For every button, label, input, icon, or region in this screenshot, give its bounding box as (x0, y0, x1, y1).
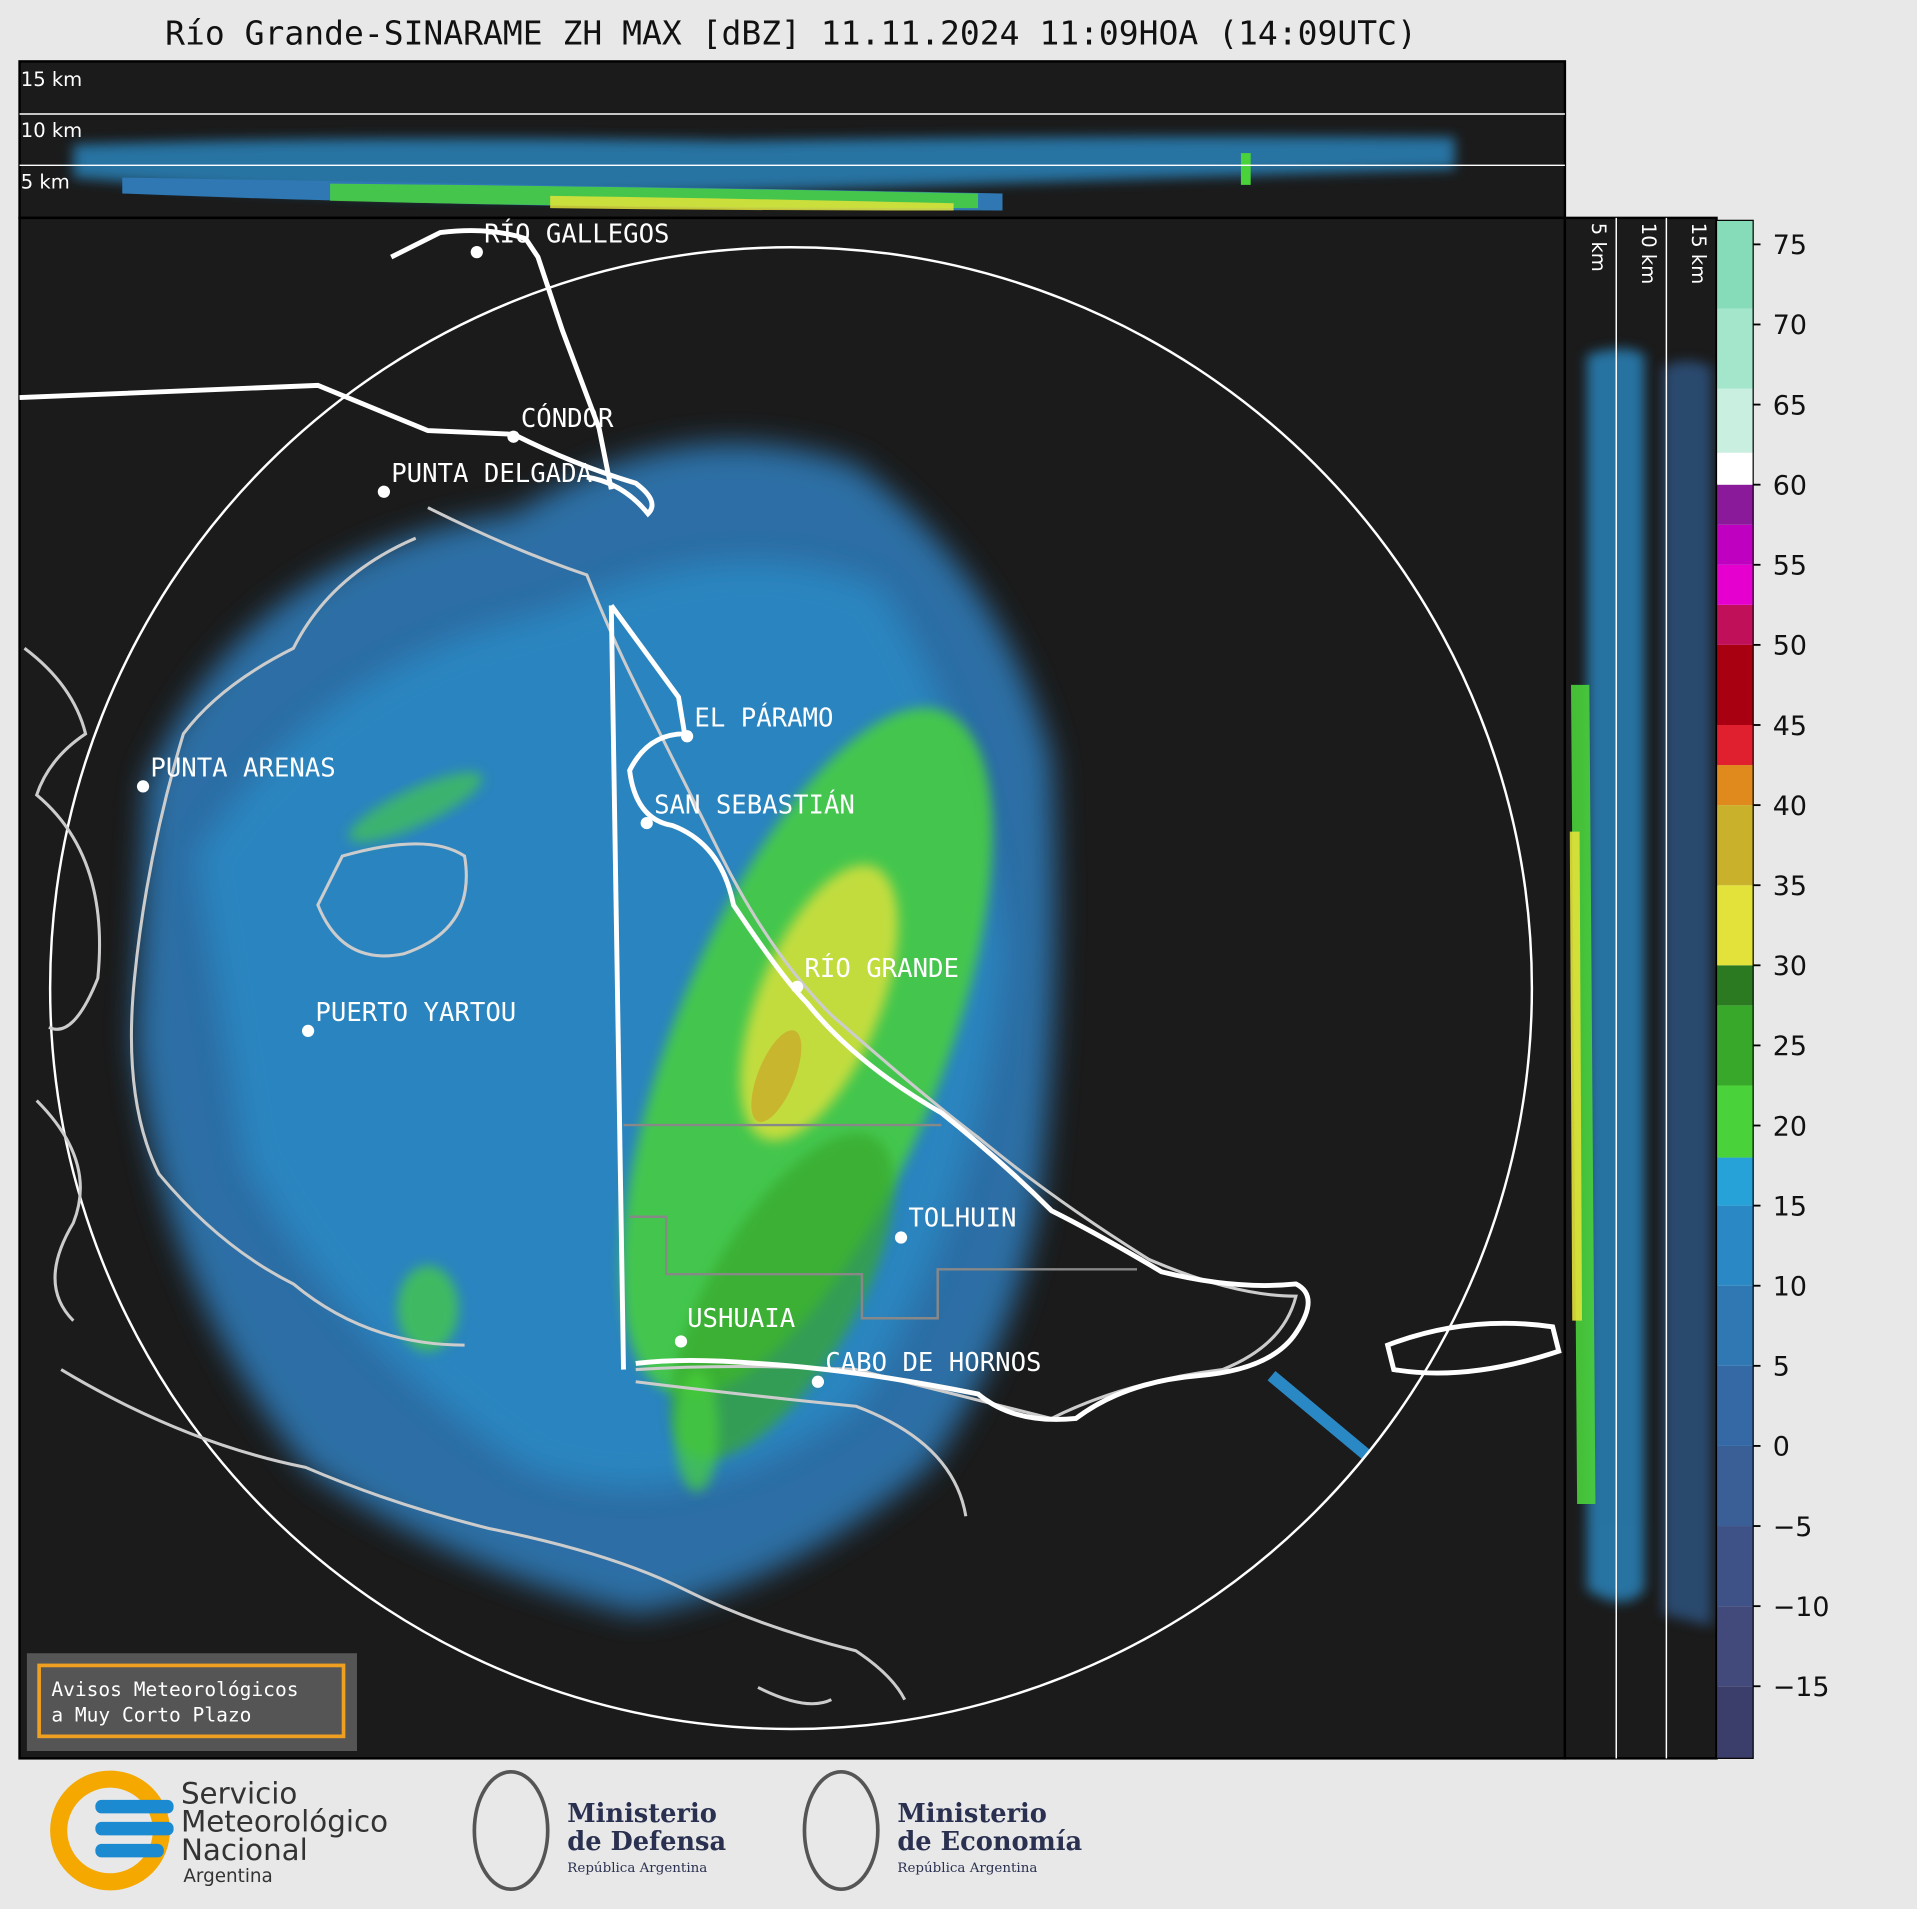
color-band (1716, 604, 1754, 645)
color-band (1716, 452, 1754, 485)
color-band (1716, 564, 1754, 605)
place-label: TOLHUIN (908, 1204, 1016, 1234)
height-label: 10 km (1637, 223, 1660, 284)
colorbar: −15 −10 −5 0 5 10 15 20 25 30 35 40 45 50 55 60 65 70 75 (1715, 219, 1830, 1759)
tick-label: 15 (1773, 1191, 1807, 1222)
tick-label: 50 (1773, 631, 1807, 662)
notice-text: a Muy Corto Plazo (51, 1704, 251, 1727)
tick-label: 75 (1773, 230, 1807, 261)
tick-label: 5 (1773, 1352, 1790, 1383)
colorbar-frame (1715, 219, 1754, 1759)
height-label: 5 km (1587, 223, 1610, 272)
logo-text: Argentina (183, 1866, 272, 1887)
tick-label: 10 (1773, 1272, 1807, 1303)
logo-text: Servicio (181, 1777, 297, 1811)
tick-label: 45 (1773, 711, 1807, 742)
height-label: 5 km (21, 171, 70, 194)
tick-label: −10 (1773, 1592, 1830, 1623)
logo-text: Ministerio (897, 1799, 1047, 1829)
logo-economia: Ministerio de Economía República Argenti… (802, 1769, 1083, 1891)
color-band (1716, 220, 1754, 309)
place-label: PUERTO YARTOU (315, 998, 516, 1028)
color-band (1716, 1085, 1754, 1158)
logo-defensa: Ministerio de Defensa República Argentin… (472, 1769, 726, 1891)
height-label: 15 km (21, 68, 82, 91)
color-band (1716, 1157, 1754, 1206)
color-band (1716, 1686, 1754, 1759)
notice-text: Avisos Meteorológicos (51, 1678, 298, 1701)
place-label: PUNTA DELGADA (391, 459, 592, 489)
color-band (1716, 1526, 1754, 1607)
place-label: SAN SEBASTIÁN (654, 788, 855, 820)
tick-label: 0 (1773, 1432, 1790, 1463)
place-label: EL PÁRAMO (694, 701, 833, 733)
color-band (1716, 524, 1754, 565)
color-band (1716, 308, 1754, 389)
logo-text: Nacional (181, 1833, 308, 1867)
tick-label: −5 (1773, 1512, 1813, 1543)
color-band (1716, 388, 1754, 453)
place-label: RÍO GALLEGOS (484, 217, 669, 249)
color-band (1716, 1445, 1754, 1527)
color-band (1716, 1285, 1754, 1366)
color-band (1716, 1005, 1754, 1086)
logo-text: Meteorológico (181, 1805, 388, 1839)
tick-label: 55 (1773, 551, 1807, 582)
color-band (1716, 484, 1754, 525)
tick-label: −15 (1773, 1672, 1830, 1703)
district-lines (623, 1123, 1137, 1320)
color-band (1716, 1205, 1754, 1286)
color-band (1716, 765, 1754, 806)
side-profile-echo (1569, 348, 1712, 1627)
color-band (1716, 1606, 1754, 1687)
logo-text: de Defensa (567, 1827, 726, 1857)
color-band (1716, 724, 1754, 766)
color-band (1716, 1365, 1754, 1446)
logo-smn: Servicio Meteorológico Nacional Argentin… (50, 1770, 388, 1891)
height-label: 15 km (1687, 223, 1710, 284)
notice-border (37, 1663, 346, 1739)
color-band (1716, 644, 1754, 725)
height-label: 10 km (21, 119, 82, 142)
tick-label: 40 (1773, 791, 1807, 822)
place-label: CABO DE HORNOS (825, 1348, 1041, 1378)
tick-label: 65 (1773, 390, 1807, 421)
tick-label: 35 (1773, 871, 1807, 902)
place-label: USHUAIA (687, 1304, 795, 1334)
color-band (1716, 965, 1754, 1006)
place-dots (136, 246, 908, 1388)
tick-label: 25 (1773, 1031, 1807, 1062)
place-label: CÓNDOR (521, 402, 614, 434)
tick-label: 60 (1773, 470, 1807, 501)
borders (19, 228, 1311, 1422)
color-band (1716, 805, 1754, 886)
logo-text: Ministerio (567, 1799, 717, 1829)
logo-text: República Argentina (897, 1861, 1037, 1876)
title: Río Grande-SINARAME ZH MAX [dBZ] 11.11.2… (165, 13, 1417, 52)
logo-text: República Argentina (567, 1861, 707, 1876)
tick-label: 70 (1773, 310, 1807, 341)
color-band (1716, 885, 1754, 966)
place-label: PUNTA ARENAS (150, 754, 335, 784)
tick-label: 20 (1773, 1111, 1807, 1142)
place-label: RÍO GRANDE (804, 952, 958, 984)
top-profile-echo (73, 136, 1455, 211)
range-ring (48, 246, 1534, 1731)
tick-label: 30 (1773, 951, 1807, 982)
logo-text: de Economía (897, 1827, 1082, 1857)
